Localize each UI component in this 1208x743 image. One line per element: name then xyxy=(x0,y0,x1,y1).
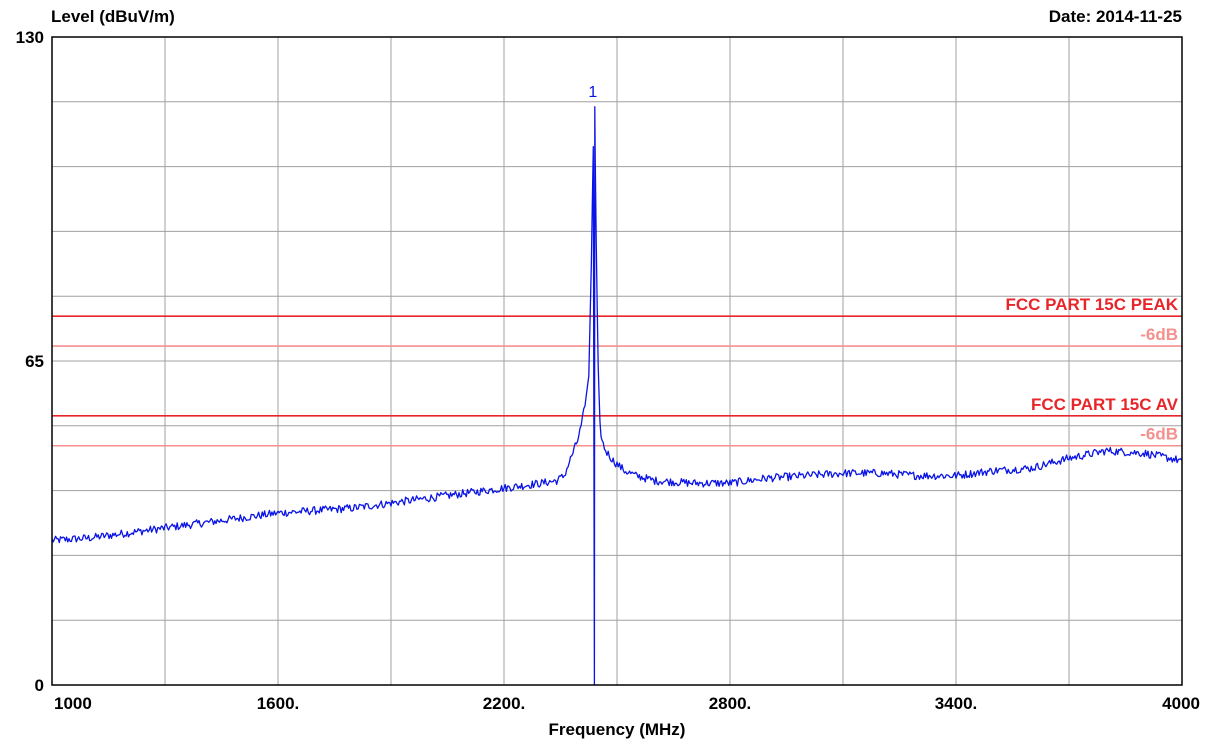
markers: 1 xyxy=(588,84,597,101)
limit-line-label: FCC PART 15C PEAK xyxy=(1005,295,1178,314)
series-line xyxy=(51,106,1183,686)
limit-line-label: -6dB xyxy=(1140,425,1178,444)
x-tick-label: 2200. xyxy=(483,694,526,713)
x-axis-title: Frequency (MHz) xyxy=(549,720,686,739)
x-tick-labels: 1000 1600. 2200. 2800. 3400. 4000 xyxy=(54,694,1200,713)
y-tick-label: 65 xyxy=(25,352,44,371)
limit-lines: FCC PART 15C PEAK -6dB FCC PART 15C AV -6dB xyxy=(52,295,1182,447)
series-layer xyxy=(51,106,1183,686)
peak-marker-label: 1 xyxy=(588,84,597,101)
limit-line-label: -6dB xyxy=(1140,325,1178,344)
x-tick-label: 1000 xyxy=(54,694,92,713)
y-tick-label: 0 xyxy=(35,676,44,695)
y-axis-title: Level (dBuV/m) xyxy=(51,7,175,26)
plot-frame xyxy=(51,36,1183,686)
x-tick-label: 4000 xyxy=(1162,694,1200,713)
y-tick-labels: 130 65 0 xyxy=(16,28,44,695)
limit-line-label: FCC PART 15C AV xyxy=(1031,395,1179,414)
grid xyxy=(52,37,1182,685)
x-tick-label: 1600. xyxy=(257,694,300,713)
date-label: Date: 2014-11-25 xyxy=(1049,7,1182,26)
x-tick-label: 2800. xyxy=(709,694,752,713)
x-tick-label: 3400. xyxy=(935,694,978,713)
y-tick-label: 130 xyxy=(16,28,44,47)
